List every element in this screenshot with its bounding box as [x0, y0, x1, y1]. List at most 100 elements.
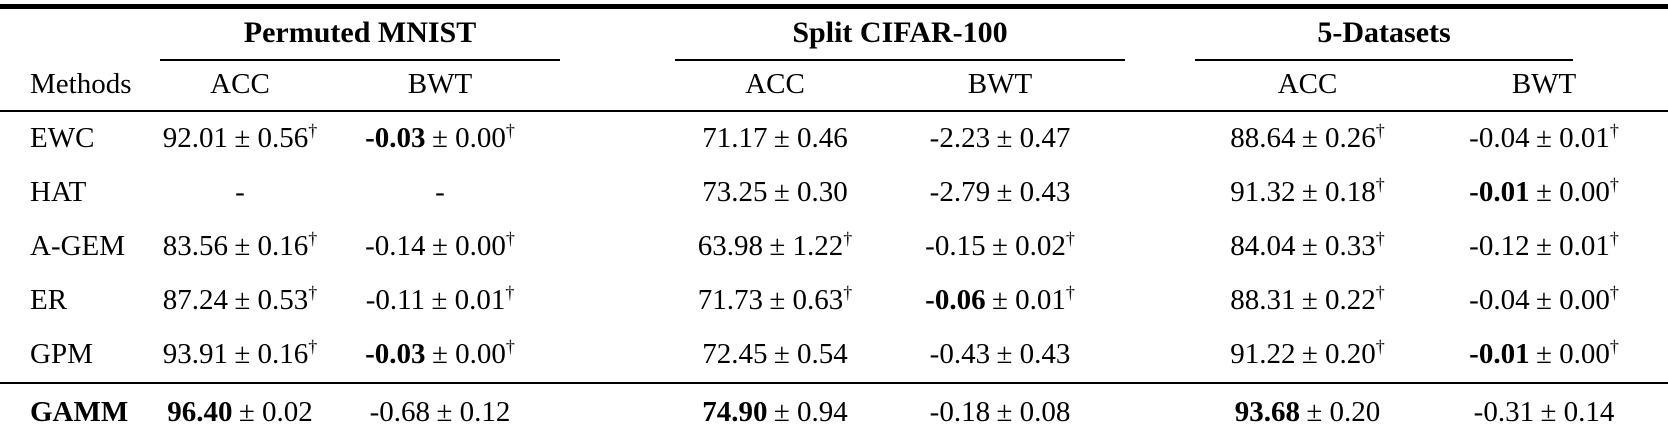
- cell-stddev: ± 0.63: [769, 284, 844, 316]
- cell-value: -: [435, 176, 445, 208]
- method-name: ER: [30, 284, 68, 316]
- dagger-marker: †: [1375, 174, 1385, 195]
- group-label: Split CIFAR-100: [675, 9, 1126, 61]
- value-cell: 93.68 ± 0.20: [1195, 382, 1421, 433]
- cell-value: -0.18: [929, 396, 991, 428]
- cell-value: -0.11: [365, 284, 426, 316]
- value-cell: 83.56 ± 0.16†: [160, 220, 320, 274]
- group-header-permuted-mnist: Permuted MNIST: [160, 7, 561, 61]
- cell-stddev: ± 0.47: [996, 122, 1071, 154]
- method-name: HAT: [30, 176, 87, 208]
- cell-value: 88.31: [1230, 284, 1296, 316]
- column-gap: [560, 220, 675, 274]
- value-cell: -0.06 ± 0.01†: [875, 274, 1125, 328]
- cell-value: 71.17: [702, 122, 768, 154]
- column-gap: [560, 166, 675, 220]
- cell-stddev: ± 0.94: [773, 396, 848, 428]
- column-header-row: Methods ACC BWT ACC BWT ACC BWT: [0, 61, 1668, 112]
- table-row: HAT - -73.25 ± 0.30 -2.79 ± 0.43 91.32 ± 0.18† -…: [0, 166, 1668, 220]
- cell-value: -0.31: [1473, 396, 1535, 428]
- cell-value: -2.79: [929, 176, 991, 208]
- cell-stddev: ± 0.08: [996, 396, 1071, 428]
- group-header-row: Permuted MNIST Split CIFAR-100 5-Dataset…: [0, 7, 1668, 62]
- column-gap: [560, 328, 675, 383]
- value-cell: 84.04 ± 0.33†: [1195, 220, 1420, 274]
- cell-value: 83.56: [162, 230, 228, 262]
- column-gap: [1125, 7, 1195, 62]
- cell-value: 74.90: [702, 396, 768, 428]
- dagger-marker: †: [505, 228, 515, 249]
- cell-value: -0.06: [925, 284, 986, 316]
- cell-value: 84.04: [1230, 230, 1296, 262]
- dagger-marker: †: [1375, 282, 1385, 303]
- cell-stddev: ± 0.01: [1535, 122, 1610, 154]
- cell-stddev: ± 0.18: [1301, 176, 1376, 208]
- table-row: GPM 93.91 ± 0.16† -0.03 ± 0.00† 72.45 ± 0.54 -0…: [0, 328, 1668, 383]
- value-cell: -2.79 ± 0.43: [875, 166, 1125, 220]
- cell-stddev: ± 0.33: [1301, 230, 1376, 262]
- cell-value: -0.03: [365, 338, 426, 370]
- group-header-split-cifar-100: Split CIFAR-100: [675, 7, 1126, 61]
- cell-stddev: ± 0.43: [996, 176, 1071, 208]
- cell-stddev: ± 0.20: [1301, 338, 1376, 370]
- value-cell: -0.01 ± 0.00†: [1420, 166, 1668, 220]
- column-gap: [560, 111, 675, 166]
- cell-value: 63.98: [697, 230, 763, 262]
- value-cell: 92.01 ± 0.56†: [160, 111, 320, 166]
- value-cell: 71.73 ± 0.63†: [675, 274, 875, 328]
- dagger-marker: †: [1375, 336, 1385, 357]
- cell-stddev: ± 0.14: [1540, 396, 1615, 428]
- cell-value: -0.04: [1469, 284, 1530, 316]
- cell-stddev: ± 0.00: [431, 338, 506, 370]
- value-cell: 74.90 ± 0.94: [675, 382, 876, 433]
- cell-stddev: ± 0.22: [1301, 284, 1376, 316]
- cell-stddev: ± 0.00: [1535, 284, 1610, 316]
- value-cell: -0.43 ± 0.43: [875, 328, 1125, 383]
- value-cell: -0.12 ± 0.01†: [1420, 220, 1668, 274]
- group-label: 5-Datasets: [1195, 9, 1574, 61]
- value-cell: -: [160, 166, 320, 220]
- cell-stddev: ± 0.02: [238, 396, 313, 428]
- column-gap: [1125, 328, 1195, 383]
- value-cell: 63.98 ± 1.22†: [675, 220, 875, 274]
- value-cell: 73.25 ± 0.30: [675, 166, 875, 220]
- cell-value: -0.14: [365, 230, 426, 262]
- cell-stddev: ± 0.43: [996, 338, 1071, 370]
- cell-stddev: ± 0.01: [431, 284, 506, 316]
- cell-value: 88.64: [1230, 122, 1296, 154]
- value-cell: 88.64 ± 0.26†: [1195, 111, 1420, 166]
- value-cell: 91.32 ± 0.18†: [1195, 166, 1420, 220]
- value-cell: -0.14 ± 0.00†: [320, 220, 560, 274]
- cell-value: -0.12: [1469, 230, 1530, 262]
- value-cell: -0.04 ± 0.01†: [1420, 111, 1668, 166]
- cell-stddev: ± 0.00: [1535, 338, 1610, 370]
- table-body: EWC 92.01 ± 0.56† -0.03 ± 0.00† 71.17 ± 0.46 -2…: [0, 111, 1668, 433]
- dagger-marker: †: [505, 336, 515, 357]
- cell-stddev: ± 0.46: [773, 122, 848, 154]
- cell-stddev: ± 0.16: [234, 230, 309, 262]
- column-gap: [1125, 220, 1195, 274]
- dagger-marker: †: [308, 120, 318, 141]
- dagger-marker: †: [1609, 174, 1619, 195]
- value-cell: -0.04 ± 0.00†: [1420, 274, 1668, 328]
- cell-stddev: ± 0.00: [431, 122, 506, 154]
- group-header-5-datasets: 5-Datasets: [1195, 7, 1668, 61]
- cell-value: -0.43: [929, 338, 991, 370]
- value-cell: -0.31 ± 0.14: [1420, 382, 1668, 433]
- value-cell: -0.15 ± 0.02†: [875, 220, 1125, 274]
- cell-value: 92.01: [162, 122, 228, 154]
- value-cell: 87.24 ± 0.53†: [160, 274, 320, 328]
- cell-stddev: ± 0.30: [773, 176, 848, 208]
- dagger-marker: †: [1065, 282, 1075, 303]
- acc-column-header: ACC: [675, 61, 876, 112]
- value-cell: 96.40 ± 0.02: [160, 382, 320, 433]
- acc-column-header: ACC: [160, 61, 320, 112]
- cell-value: 91.32: [1230, 176, 1296, 208]
- cell-stddev: ± 1.22: [769, 230, 844, 262]
- cell-value: 91.22: [1230, 338, 1296, 370]
- group-label: Permuted MNIST: [160, 9, 561, 61]
- cell-value: -2.23: [929, 122, 991, 154]
- bwt-column-header: BWT: [320, 61, 561, 112]
- value-cell: 91.22 ± 0.20†: [1195, 328, 1420, 383]
